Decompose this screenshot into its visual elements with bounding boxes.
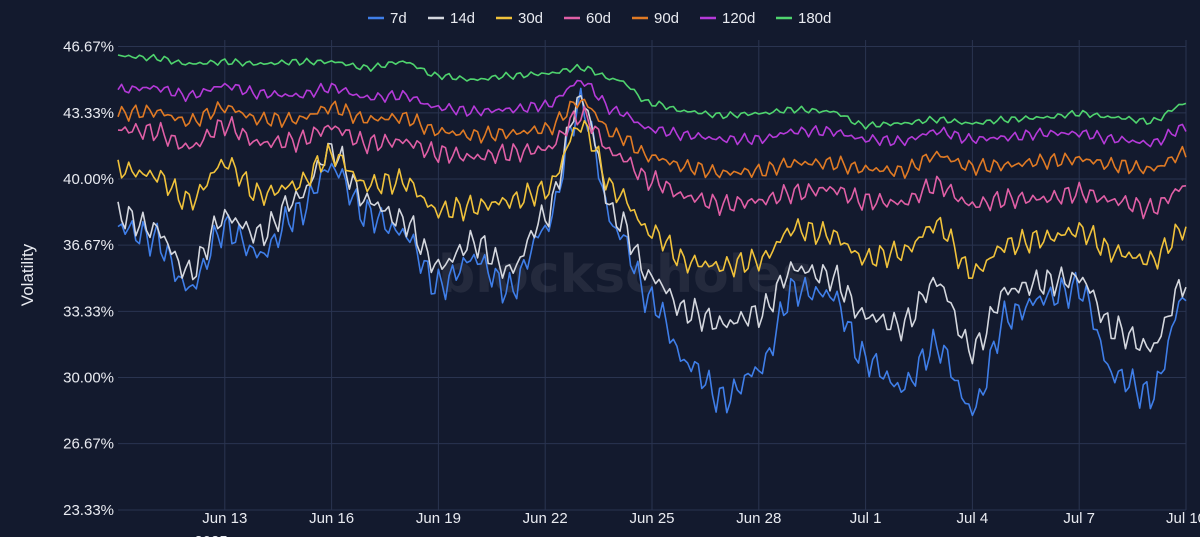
y-tick-label: 23.33% bbox=[63, 502, 114, 519]
legend-item-60d[interactable]: 60d bbox=[564, 10, 611, 27]
y-axis: 23.33% 26.67% 30.00% 33.33% 36.67% 40.00% 43.3… bbox=[63, 39, 114, 519]
legend-label: 30d bbox=[518, 10, 543, 27]
x-tick-label: Jun 13 bbox=[202, 510, 247, 527]
legend-item-90d[interactable]: 90d bbox=[632, 10, 679, 27]
legend-item-30d[interactable]: 30d bbox=[496, 10, 543, 27]
y-tick-label: 30.00% bbox=[63, 370, 114, 387]
x-tick-label: Jun 28 bbox=[736, 510, 781, 527]
legend-label: 120d bbox=[722, 10, 755, 27]
legend-label: 60d bbox=[586, 10, 611, 27]
series-line-14d bbox=[117, 94, 1187, 365]
legend-label: 180d bbox=[798, 10, 831, 27]
legend-label: 7d bbox=[390, 10, 407, 27]
x-tick-label: Jun 16 bbox=[309, 510, 354, 527]
series-line-7d bbox=[117, 87, 1187, 417]
legend-item-180d[interactable]: 180d bbox=[776, 10, 831, 27]
series-line-30d bbox=[117, 120, 1187, 280]
y-axis-label: Volatility bbox=[18, 243, 37, 306]
x-tick-label: Jul 10 bbox=[1166, 510, 1200, 527]
x-tick-label: Jun 25 bbox=[629, 510, 674, 527]
x-tick-label: Jul 4 bbox=[957, 510, 989, 527]
y-tick-label: 40.00% bbox=[63, 171, 114, 188]
x-tick-label: Jun 22 bbox=[523, 510, 568, 527]
legend-label: 14d bbox=[450, 10, 475, 27]
x-tick-label: Jul 7 bbox=[1063, 510, 1095, 527]
y-tick-label: 26.67% bbox=[63, 436, 114, 453]
x-axis: Jun 13 Jun 16 Jun 19 Jun 22 Jun 25 Jun 28 Jul … bbox=[202, 510, 1200, 527]
x-tick-label: Jul 1 bbox=[850, 510, 882, 527]
series-line-180d bbox=[117, 53, 1187, 130]
y-tick-label: 43.33% bbox=[63, 105, 114, 122]
x-tick-label: Jun 19 bbox=[416, 510, 461, 527]
legend-item-7d[interactable]: 7d bbox=[368, 10, 407, 27]
legend-item-120d[interactable]: 120d bbox=[700, 10, 755, 27]
x-axis-year-label: 2025 bbox=[194, 533, 227, 537]
y-tick-label: 33.33% bbox=[63, 303, 114, 320]
legend-item-14d[interactable]: 14d bbox=[428, 10, 475, 27]
series-line-90d bbox=[117, 98, 1187, 179]
series-line-60d bbox=[117, 105, 1187, 220]
y-tick-label: 46.67% bbox=[63, 39, 114, 56]
legend: 7d 14d 30d 60d 90d 120d 180d bbox=[368, 10, 831, 27]
series-line-120d bbox=[117, 79, 1187, 148]
legend-label: 90d bbox=[654, 10, 679, 27]
series-lines bbox=[117, 53, 1187, 417]
y-tick-label: 36.67% bbox=[63, 237, 114, 254]
